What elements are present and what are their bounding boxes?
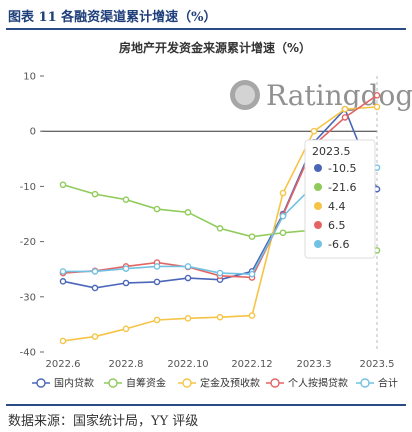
data-point[interactable] [248, 233, 256, 240]
series-3 [59, 103, 381, 345]
x-tick-label: 2022.10 [167, 359, 208, 370]
legend-item[interactable]: 定金及预收款 [178, 377, 260, 390]
legend-marker-icon [360, 378, 370, 388]
data-point[interactable] [184, 315, 192, 322]
source-rule [6, 404, 406, 406]
legend-label: 合计 [378, 377, 398, 390]
data-point[interactable] [91, 190, 99, 198]
data-point[interactable] [184, 209, 192, 216]
legend-label: 个人按揭贷款 [288, 377, 348, 390]
data-point[interactable] [91, 268, 99, 275]
legend-item[interactable]: 自筹资金 [104, 377, 166, 390]
y-axis: 10 0 -10 -20 -30 -40 [20, 72, 377, 359]
chart-title: 房地产开发资金来源累计增速（%） [119, 40, 311, 55]
legend-item[interactable]: 国内贷款 [32, 377, 94, 390]
y-tick-label: 10 [23, 72, 36, 83]
data-point[interactable] [59, 181, 67, 189]
data-point[interactable] [91, 333, 99, 340]
source-note: 数据来源：国家统计局，YY 评级 [8, 414, 199, 429]
data-point[interactable] [279, 229, 287, 237]
x-tick-label: 2023.5 [360, 359, 395, 370]
data-point[interactable] [91, 284, 99, 292]
data-point[interactable] [216, 225, 224, 232]
data-point[interactable] [153, 263, 161, 270]
tooltip-swatch [314, 202, 322, 210]
data-point[interactable] [122, 265, 130, 272]
tooltip-box [304, 139, 376, 259]
y-tick-label: -20 [20, 237, 36, 248]
data-point[interactable] [59, 337, 67, 345]
data-point[interactable] [341, 105, 349, 113]
tooltip-value: -10.5 [328, 162, 356, 175]
y-tick-label: 0 [30, 127, 36, 138]
line-chart: 房地产开发资金来源累计增速（%） Ratingdog 10 0 -10 -20 -30 -… [20, 40, 412, 390]
figure-title: 图表 11 各融资渠道累计增速（%） [8, 10, 217, 25]
tooltip-title: 2023.5 [312, 145, 351, 158]
data-point[interactable] [373, 92, 381, 99]
y-tick-label: -10 [20, 182, 36, 193]
watermark: Ratingdog [230, 79, 412, 112]
legend-label: 国内贷款 [54, 377, 94, 390]
legend: 国内贷款 自筹资金 定金及预收款 个人按揭贷款 合计 [32, 377, 398, 390]
tooltip-value: 6.5 [328, 219, 346, 232]
legend-marker-icon [36, 378, 46, 388]
data-point[interactable] [184, 274, 192, 282]
data-point[interactable] [153, 278, 161, 286]
data-point[interactable] [184, 263, 192, 270]
legend-label: 自筹资金 [126, 377, 166, 390]
tooltip-value: -21.6 [328, 181, 356, 194]
data-point[interactable] [341, 114, 349, 121]
data-point[interactable] [216, 313, 224, 321]
x-tick-label: 2023.3 [297, 359, 332, 370]
data-point[interactable] [248, 312, 256, 319]
tooltip-value: -6.6 [328, 238, 349, 251]
data-point[interactable] [279, 189, 287, 197]
tooltip-value: 4.4 [328, 200, 346, 213]
data-point[interactable] [122, 325, 130, 333]
tooltip-swatch [314, 164, 322, 172]
tooltip-swatch [314, 183, 322, 191]
y-tick-label: -40 [20, 348, 36, 359]
data-point[interactable] [279, 212, 287, 220]
tooltip-swatch [314, 240, 322, 248]
legend-label: 定金及预收款 [200, 377, 260, 390]
tooltip: 2023.5 -10.5 -21.6 4.4 6.5 -6.6 [304, 139, 376, 259]
data-point[interactable] [122, 279, 130, 287]
x-tick-label: 2022.12 [231, 359, 272, 370]
x-axis: 2022.6 2022.8 2022.10 2022.12 2023.3 2023.5 [46, 359, 395, 370]
x-tick-label: 2022.6 [46, 359, 81, 370]
dog-logo-face [235, 85, 255, 105]
data-point[interactable] [153, 316, 161, 324]
legend-marker-icon [270, 378, 280, 388]
data-point[interactable] [216, 269, 224, 277]
watermark-text: Ratingdog [266, 79, 412, 112]
data-point[interactable] [248, 270, 256, 278]
legend-marker-icon [182, 378, 192, 388]
dog-logo-icon [230, 80, 260, 110]
data-point[interactable] [59, 278, 67, 285]
data-point[interactable] [373, 103, 381, 111]
data-point[interactable] [310, 127, 318, 135]
data-point[interactable] [153, 205, 161, 213]
data-point[interactable] [122, 196, 130, 203]
legend-marker-icon [108, 378, 118, 388]
title-rule [6, 28, 406, 30]
x-tick-label: 2022.8 [109, 359, 144, 370]
y-tick-label: -30 [20, 292, 36, 303]
legend-item[interactable]: 合计 [356, 377, 398, 390]
legend-item[interactable]: 个人按揭贷款 [266, 377, 348, 390]
tooltip-swatch [314, 221, 322, 229]
data-point[interactable] [59, 268, 67, 275]
